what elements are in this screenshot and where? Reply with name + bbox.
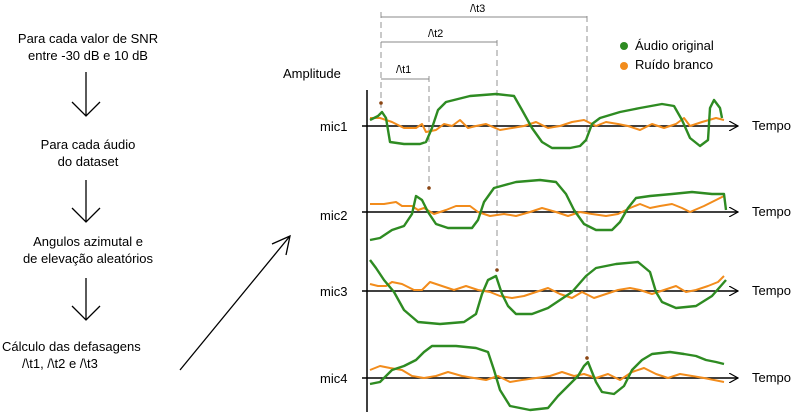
step-delays-line2: /\t1, /\t2 e /\t3 [22,356,98,371]
step-audio-line2: do dataset [57,154,119,169]
wave-mic3 [369,259,727,326]
flow-arrow-2 [71,180,101,223]
onset-marker-mic4 [585,356,589,360]
step-delays: Cálculo das defasagens /\t1, /\t2 e /\t3 [2,338,178,372]
noise-mic1 [370,117,725,133]
delay-label-t1: /\t1 [396,64,412,76]
time-label-mic3: Tempo [752,283,792,298]
mic-label-2: mic2 [320,208,348,223]
step-angles-line2: de elevação aleatórios [22,251,154,266]
onset-marker-mic3 [495,268,499,272]
step-snr: Para cada valor de SNR entre -30 dB e 10… [0,30,176,64]
amplitude-label: Amplitude [283,66,341,81]
step-audio: Para cada áudio do dataset [0,136,176,170]
original-mic1 [369,92,724,150]
onset-marker-mic1 [379,101,383,105]
mic-label-3: mic3 [320,284,348,299]
legend-dot-noise [620,62,628,70]
legend-label-original: Áudio original [635,38,714,53]
legend-label-noise: Ruído branco [635,57,714,72]
step-angles-line1: Angulos azimutal e [33,234,143,249]
wave-mic2 [369,178,728,242]
time-label-mic2: Tempo [752,204,792,219]
time-label-mic4: Tempo [752,370,792,385]
mic-label-1: mic1 [320,119,348,134]
flow-arrow-diagonal [179,234,291,371]
noise-mic2 [370,195,725,217]
step-delays-line1: Cálculo das defasagens [2,339,141,354]
original-mic2 [369,178,728,242]
wave-mic4 [369,344,725,412]
original-mic3 [369,259,727,326]
mic-label-4: mic4 [320,371,348,386]
wave-mic1 [369,92,725,150]
step-audio-line1: Para cada áudio [40,137,136,152]
original-mic4 [369,344,725,412]
legend-dot-original [620,42,628,50]
noise-mic3 [369,275,725,299]
step-angles: Angulos azimutal e de elevação aleatório… [0,233,176,267]
delay-label-t2: /\t2 [428,28,444,40]
flow-arrow-3 [71,278,101,321]
time-label-mic1: Tempo [752,118,792,133]
flow-arrow-1 [71,72,101,117]
onset-marker-mic2 [427,186,431,190]
delay-label-t3: /\t3 [470,3,486,15]
step-snr-line1: Para cada valor de SNR [17,31,159,46]
noise-mic4 [369,365,725,383]
step-snr-line2: entre -30 dB e 10 dB [28,48,148,63]
